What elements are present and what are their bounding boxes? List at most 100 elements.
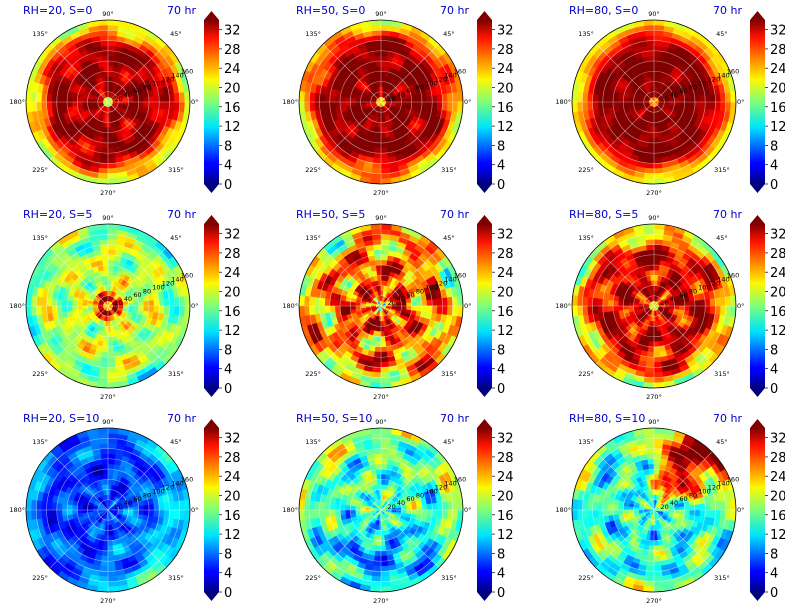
heatmap-cell: [380, 76, 385, 82]
heatmap-cell: [380, 239, 390, 246]
heatmap-cell: [138, 305, 145, 311]
heatmap-cell: [380, 50, 388, 57]
radial-tick-label: 60: [406, 87, 414, 95]
panel-title-right: 70 hr: [713, 208, 742, 221]
heatmap-cell: [653, 50, 661, 57]
heatmap-cell: [371, 35, 382, 42]
heatmap-cell: [653, 147, 662, 154]
heatmap-cell: [431, 305, 438, 314]
colorbar-tick-label: 16: [497, 305, 514, 320]
heatmap-cell: [648, 341, 655, 348]
colorbar-tick-label: 12: [770, 324, 785, 339]
heatmap-cell: [158, 101, 165, 110]
heatmap-cell: [107, 35, 117, 42]
heatmap-cell: [602, 299, 609, 307]
heatmap-cell: [372, 244, 382, 251]
heatmap-cell: [107, 71, 113, 77]
heatmap-cell: [373, 45, 382, 52]
heatmap-cell: [653, 157, 663, 164]
colorbar-tick-label: 0: [497, 178, 505, 193]
heatmap-cell: [377, 122, 382, 128]
angle-tick-label: 180°: [9, 302, 25, 310]
heatmap-cell: [41, 305, 48, 316]
heatmap-cell: [168, 92, 175, 103]
heatmap-cell: [380, 30, 391, 37]
heatmap-cell: [128, 101, 134, 106]
angle-tick-label: 270°: [373, 189, 389, 197]
colorbar-tick-label: 20: [770, 286, 785, 301]
heatmap-cell: [719, 101, 726, 112]
colorbar-extend-min: [750, 388, 765, 397]
heatmap-cell: [674, 101, 680, 106]
colorbar-extend-min: [204, 388, 219, 397]
heatmap-cell: [421, 101, 428, 109]
heatmap-cell: [436, 101, 443, 111]
heatmap-cell: [46, 101, 53, 111]
heatmap-cell: [446, 296, 453, 307]
radial-tick-label: 80: [143, 83, 151, 91]
heatmap-cell: [374, 147, 382, 154]
heatmap-cell: [107, 234, 118, 241]
heatmap-cell: [380, 152, 389, 159]
heatmap-cell: [597, 305, 604, 314]
colorbar-tick-label: 8: [770, 139, 778, 154]
heatmap-cell: [653, 60, 660, 67]
heatmap-cell: [107, 76, 112, 82]
heatmap-cell: [77, 301, 83, 307]
radial-tick-label: 20: [115, 299, 123, 307]
heatmap-cell: [653, 167, 664, 174]
heatmap-cell: [309, 305, 316, 316]
heatmap-cell: [674, 305, 680, 310]
angle-tick-label: 270°: [646, 393, 662, 401]
polar-grid: [298, 19, 464, 185]
angle-tick-label: 135°: [578, 30, 594, 38]
heatmap-cell: [401, 101, 407, 106]
heatmap-cell: [46, 297, 53, 307]
colorbar-tick-label: 16: [770, 101, 785, 116]
heatmap-cell: [309, 296, 316, 307]
colorbar-tick-label: 0: [224, 178, 232, 193]
heatmap-cell: [107, 30, 118, 37]
heatmap-cell: [406, 101, 412, 107]
heatmap-cell: [148, 101, 155, 109]
heatmap-cell: [99, 162, 109, 169]
heatmap-cell: [645, 361, 655, 368]
heatmap-cell: [607, 95, 614, 103]
heatmap-cell: [375, 341, 382, 348]
panel-title-right: 70 hr: [440, 208, 469, 221]
colorbar-tick-label: 16: [770, 305, 785, 320]
radial-tick-label: 160: [454, 68, 466, 76]
heatmap-cell: [350, 97, 356, 103]
heatmap-cell: [602, 101, 609, 110]
heatmap-cell: [329, 101, 336, 110]
heatmap-cell: [709, 101, 716, 111]
heatmap-cell: [653, 152, 662, 159]
colorbar-tick-label: 24: [224, 266, 241, 281]
colorbar-extend-min: [477, 388, 492, 397]
radial-tick-label: 60: [133, 87, 141, 95]
heatmap-cell: [101, 351, 109, 358]
heatmap-cell: [107, 285, 111, 291]
colorbar-tick-label: 32: [224, 24, 241, 39]
heatmap-cell: [51, 101, 58, 110]
heatmap-cell: [133, 101, 139, 107]
heatmap-cell: [587, 101, 594, 112]
radial-tick-label: 20: [661, 299, 669, 307]
angle-tick-label: 45°: [716, 30, 728, 38]
heatmap-cell: [107, 40, 117, 47]
heatmap-cell: [51, 94, 58, 103]
heatmap-cell: [380, 81, 384, 87]
radial-tick-label: 40: [124, 295, 132, 303]
heatmap-cell: [645, 157, 655, 164]
colorbar-tick-label: 4: [224, 363, 232, 378]
colorbar-tick-label: 0: [497, 382, 505, 397]
heatmap-cell: [714, 305, 721, 315]
angle-tick-label: 180°: [555, 98, 571, 106]
colorbar-tick-label: 32: [497, 24, 514, 39]
heatmap-cell: [107, 239, 117, 246]
heatmap-cell: [66, 96, 73, 103]
heatmap-cell: [61, 95, 68, 103]
heatmap-cell: [653, 280, 658, 286]
heatmap-cell: [87, 303, 93, 307]
